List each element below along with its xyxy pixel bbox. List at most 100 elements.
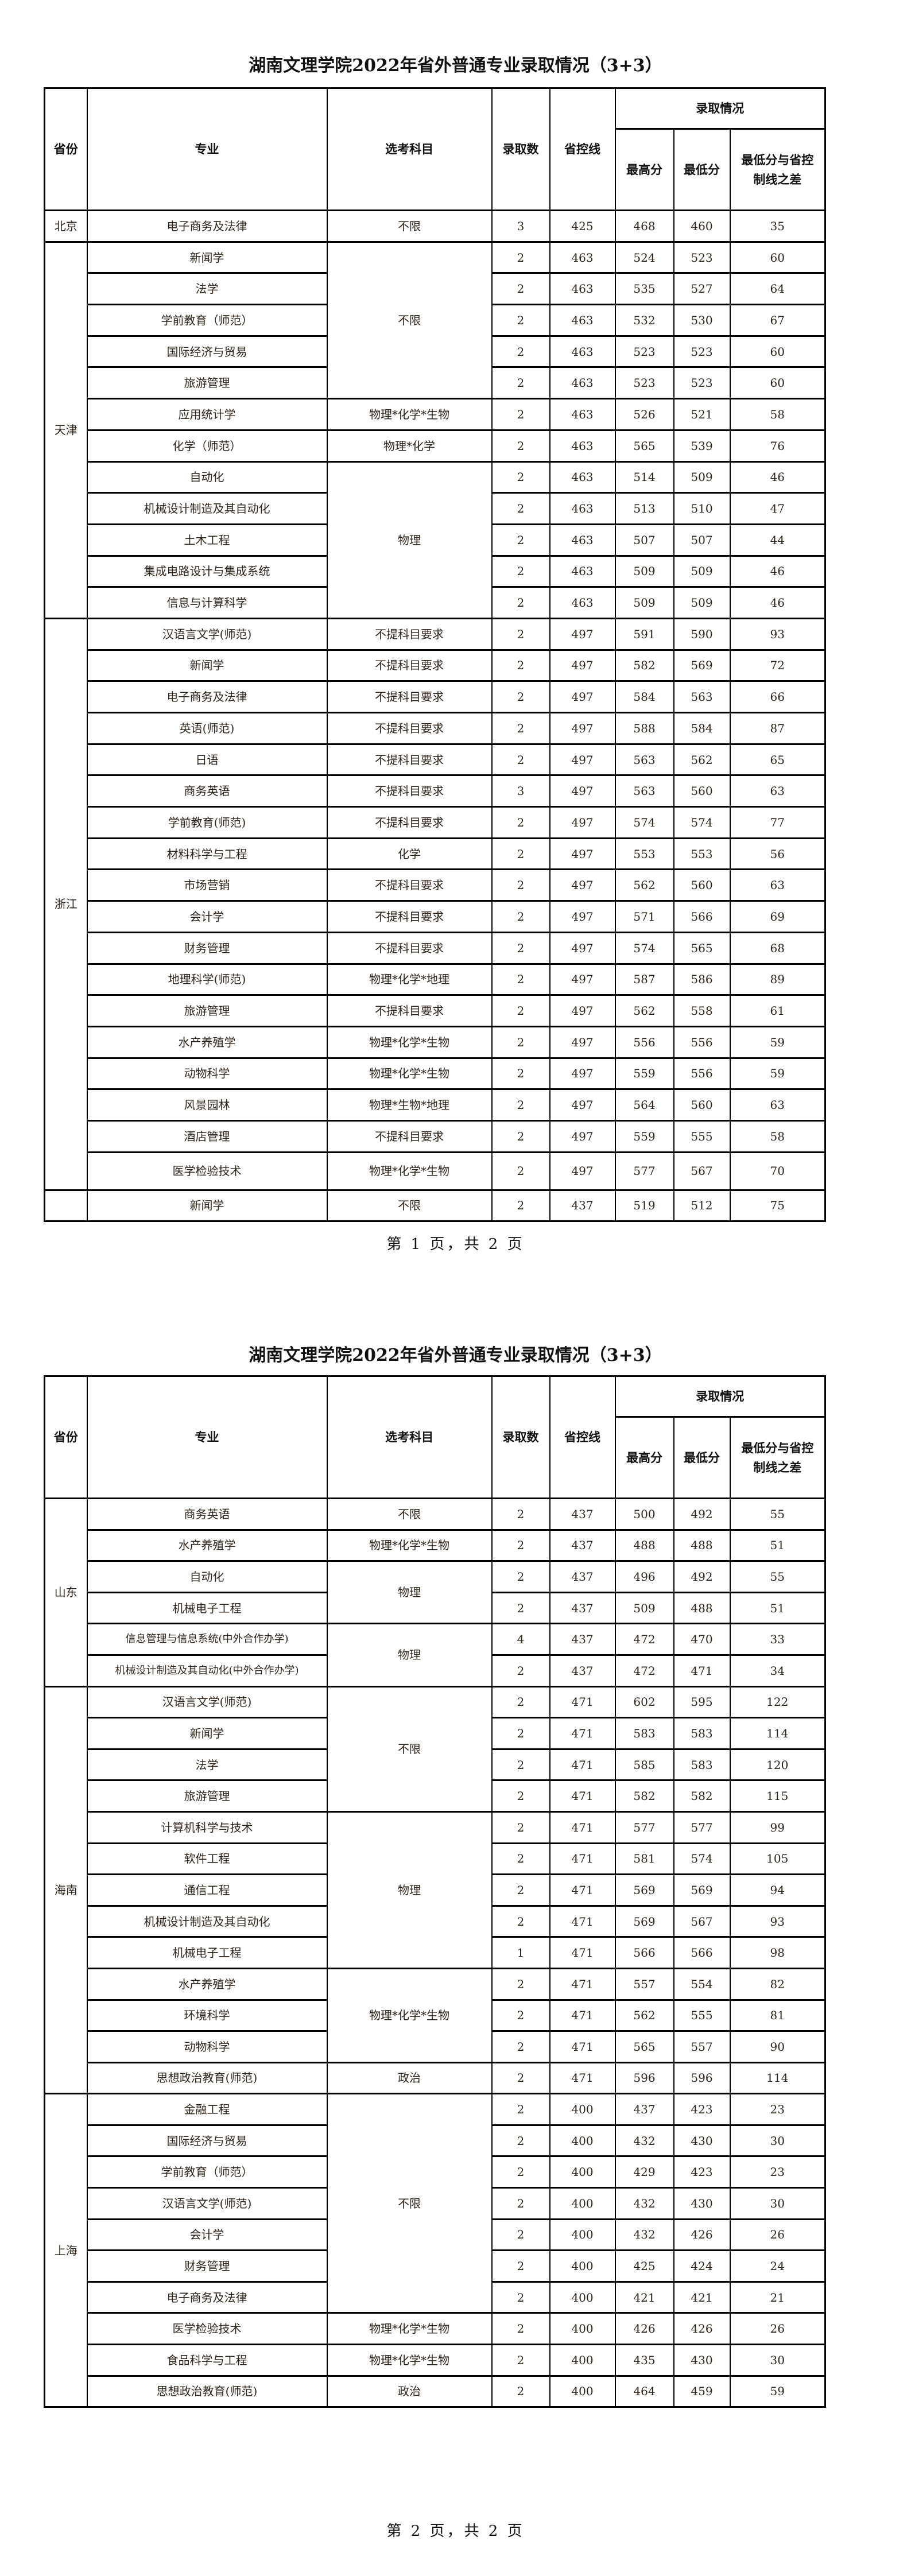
province-cell: 上海 — [44, 2093, 88, 2408]
table-row: 思想政治教育(师范) 政治 2 471 596 596 114 — [45, 2061, 826, 2095]
diff-cell: 82 — [729, 1967, 826, 2001]
major-cell: 新闻学 — [86, 240, 328, 274]
min-cell: 492 — [673, 1560, 731, 1593]
control-cell: 400 — [549, 2375, 616, 2408]
control-cell: 437 — [549, 1591, 616, 1625]
min-cell: 523 — [673, 366, 731, 400]
diff-cell: 46 — [729, 460, 826, 494]
header-province: 省份 — [44, 87, 88, 211]
count-cell: 3 — [491, 210, 551, 243]
header-max: 最高分 — [614, 128, 674, 211]
max-cell: 581 — [614, 1842, 674, 1876]
header-admitted: 录取数 — [491, 87, 551, 211]
diff-cell: 98 — [729, 1936, 826, 1969]
table-row: 信息管理与信息系统(中外合作办学) 物理 4 437 472 470 33 — [45, 1623, 826, 1687]
max-cell: 523 — [614, 335, 674, 368]
max-cell: 582 — [614, 1779, 674, 1813]
table-row: 机械设计制造及其自动化(中外合作办学) 2 437 472 471 34 — [45, 1654, 826, 1687]
control-cell: 471 — [549, 1904, 616, 1938]
subject-cell: 不限 — [326, 1498, 493, 1531]
count-cell: 2 — [491, 2155, 551, 2189]
diff-cell: 59 — [729, 1057, 826, 1091]
table-row: 软件工程 2 471 581 574 105 — [45, 1842, 826, 1876]
max-cell: 437 — [614, 2093, 674, 2126]
diff-cell: 47 — [729, 492, 826, 525]
major-cell: 地理科学(师范) — [86, 963, 328, 996]
table-row: 医学检验技术 物理*化学*生物 2 497 577 567 70 — [45, 1151, 826, 1191]
max-cell: 507 — [614, 523, 674, 557]
diff-cell: 77 — [729, 806, 826, 839]
control-cell: 425 — [549, 210, 616, 243]
table-row: 市场营销 不提科目要求 2 497 562 560 63 — [45, 868, 826, 902]
min-cell: 430 — [673, 2187, 731, 2220]
control-cell: 437 — [549, 1528, 616, 1562]
major-cell: 市场营销 — [86, 868, 328, 902]
min-cell: 509 — [673, 460, 731, 494]
table-row: 食品科学与工程 物理*化学*生物 2 400 435 430 30 — [45, 2344, 826, 2377]
diff-cell: 63 — [729, 774, 826, 808]
table-row: 旅游管理 不提科目要求 2 497 562 558 61 — [45, 994, 826, 1027]
diff-cell: 63 — [729, 868, 826, 902]
subject-cell: 物理*化学*生物 — [326, 2344, 493, 2377]
control-cell: 497 — [549, 680, 616, 713]
major-cell: 新闻学 — [86, 1189, 328, 1223]
min-cell: 424 — [673, 2249, 731, 2283]
max-cell: 557 — [614, 1967, 674, 2001]
control-cell: 437 — [549, 1654, 616, 1687]
diff-cell: 68 — [729, 931, 826, 965]
major-cell: 商务英语 — [86, 774, 328, 808]
diff-cell: 81 — [729, 1999, 826, 2032]
subject-cell: 物理*化学*生物 — [326, 398, 493, 431]
control-cell: 463 — [549, 398, 616, 431]
control-cell: 471 — [549, 1810, 616, 1844]
diff-cell: 65 — [729, 743, 826, 777]
table-row: 北京 电子商务及法律 不限 3 425 468 460 35 — [44, 210, 826, 243]
max-cell: 574 — [614, 931, 674, 965]
max-cell: 571 — [614, 900, 674, 933]
table-row: 自动化 物理 2 437 496 492 55 — [45, 1560, 826, 1625]
table-row: 集成电路设计与集成系统 2 463 509 509 46 — [45, 554, 826, 588]
major-cell: 商务英语 — [86, 1498, 328, 1531]
max-cell: 468 — [614, 210, 674, 243]
diff-cell: 59 — [729, 2375, 826, 2408]
max-cell: 591 — [614, 617, 674, 651]
subject-cell: 不限 — [326, 240, 493, 400]
min-cell: 596 — [673, 2061, 731, 2095]
major-cell: 思想政治教育(师范) — [86, 2061, 328, 2095]
count-cell: 2 — [491, 1088, 551, 1122]
count-cell: 2 — [491, 1999, 551, 2032]
count-cell: 2 — [491, 2280, 551, 2314]
count-cell: 2 — [491, 2249, 551, 2283]
diff-cell: 46 — [729, 586, 826, 619]
table-row: 化学（师范） 物理*化学 2 463 565 539 76 — [45, 429, 826, 463]
count-cell: 2 — [491, 617, 551, 651]
header-min: 最低分 — [673, 128, 731, 211]
diff-cell: 120 — [729, 1748, 826, 1782]
table-row: 信息与计算科学 2 463 509 509 46 — [45, 586, 826, 619]
max-cell: 566 — [614, 1936, 674, 1969]
min-cell: 555 — [673, 1999, 731, 2032]
major-cell: 学前教育（师范） — [86, 2155, 328, 2189]
max-cell: 563 — [614, 774, 674, 808]
diff-cell: 89 — [729, 963, 826, 996]
max-cell: 564 — [614, 1088, 674, 1122]
max-cell: 556 — [614, 1025, 674, 1059]
diff-cell: 115 — [729, 1779, 826, 1813]
min-cell: 507 — [673, 523, 731, 557]
control-cell: 471 — [549, 1685, 616, 1719]
control-cell: 497 — [549, 743, 616, 777]
diff-cell: 33 — [729, 1623, 826, 1656]
diff-cell: 63 — [729, 1088, 826, 1122]
diff-cell: 69 — [729, 900, 826, 933]
table-row: 新闻学 不限 2 437 519 512 75 — [44, 1189, 826, 1223]
max-cell: 565 — [614, 2030, 674, 2063]
major-cell: 水产养殖学 — [86, 1025, 328, 1059]
max-cell: 585 — [614, 1748, 674, 1782]
major-cell: 学前教育(师范) — [86, 806, 328, 839]
major-cell: 汉语言文学(师范) — [86, 2187, 328, 2220]
min-cell: 426 — [673, 2312, 731, 2346]
min-cell: 574 — [673, 806, 731, 839]
count-cell: 2 — [491, 2375, 551, 2408]
count-cell: 2 — [491, 429, 551, 463]
min-cell: 492 — [673, 1498, 731, 1531]
